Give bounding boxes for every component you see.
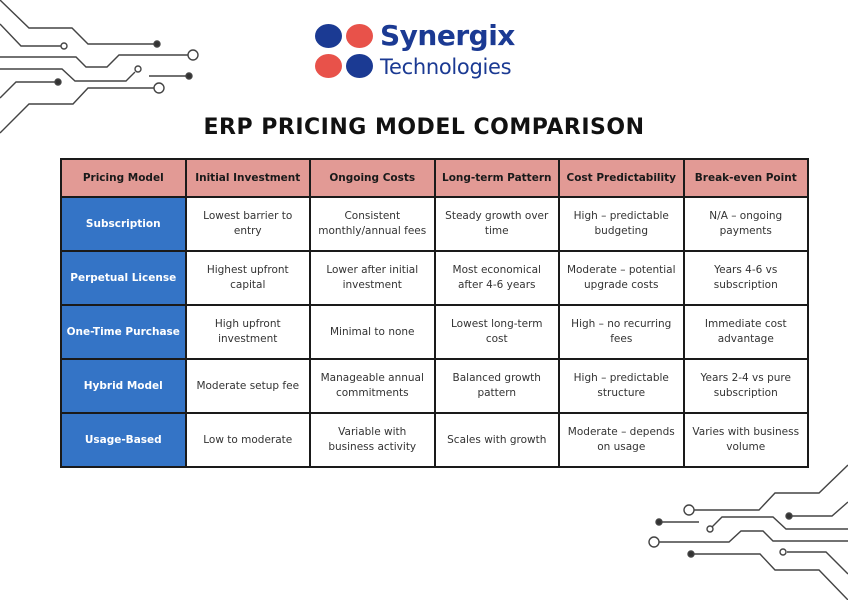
table-row: Usage-Based Low to moderate Variable with … (60, 412, 809, 468)
company-logo: Synergix Technologies (312, 18, 532, 84)
table-cell: Lower after initial investment (309, 250, 436, 306)
column-header: Break-even Point (682, 158, 809, 198)
table-cell: Variable with business activity (309, 412, 436, 468)
column-header: Pricing Model (60, 158, 187, 198)
table-cell: Consistent monthly/annual fees (309, 196, 436, 252)
table-cell: Most economical after 4-6 years (433, 250, 560, 306)
circuit-decoration-bottom-right (648, 464, 848, 600)
logo-mark (312, 18, 376, 78)
row-header-cell: Subscription (60, 196, 187, 252)
column-header: Cost Predictability (558, 158, 685, 198)
logo-subtitle: Technologies (380, 55, 512, 79)
circuit-decoration-top-left (0, 0, 199, 134)
table-cell: Highest upfront capital (184, 250, 311, 306)
table-cell: Years 2-4 vs pure subscription (682, 358, 809, 414)
table-cell: Varies with business volume (682, 412, 809, 468)
table-cell: Low to moderate (184, 412, 311, 468)
table-cell: Moderate – depends on usage (558, 412, 685, 468)
table-row: One-Time Purchase High upfront investment… (60, 304, 809, 360)
row-header-cell: Hybrid Model (60, 358, 187, 414)
table-row: Perpetual License Highest upfront capital… (60, 250, 809, 306)
page-title: ERP PRICING MODEL COMPARISON (203, 115, 645, 140)
table-cell: Balanced growth pattern (433, 358, 560, 414)
row-header-cell: One-Time Purchase (60, 304, 187, 360)
row-header-cell: Perpetual License (60, 250, 187, 306)
table-cell: N/A – ongoing payments (682, 196, 809, 252)
table-cell: High – predictable budgeting (558, 196, 685, 252)
table-cell: High upfront investment (184, 304, 311, 360)
table-cell: Lowest barrier to entry (184, 196, 311, 252)
table-cell: Scales with growth (433, 412, 560, 468)
table-cell: Immediate cost advantage (682, 304, 809, 360)
table-cell: Manageable annual commitments (309, 358, 436, 414)
table-cell: High – no recurring fees (558, 304, 685, 360)
table-cell: Years 4-6 vs subscription (682, 250, 809, 306)
column-header: Ongoing Costs (309, 158, 436, 198)
table-cell: Moderate – potential upgrade costs (558, 250, 685, 306)
pricing-comparison-table: Pricing Model Initial Investment Ongoing C… (60, 158, 809, 468)
table-cell: Lowest long-term cost (433, 304, 560, 360)
table-cell: Moderate setup fee (184, 358, 311, 414)
column-header: Initial Investment (184, 158, 311, 198)
column-header: Long-term Pattern (433, 158, 560, 198)
table-row: Hybrid Model Moderate setup fee Manageable… (60, 358, 809, 414)
table-cell: Steady growth over time (433, 196, 560, 252)
logo-name: Synergix (380, 19, 515, 52)
table-header-row: Pricing Model Initial Investment Ongoing C… (60, 158, 809, 198)
row-header-cell: Usage-Based (60, 412, 187, 468)
table-cell: Minimal to none (309, 304, 436, 360)
table-cell: High – predictable structure (558, 358, 685, 414)
table-row: Subscription Lowest barrier to entry Consi… (60, 196, 809, 252)
